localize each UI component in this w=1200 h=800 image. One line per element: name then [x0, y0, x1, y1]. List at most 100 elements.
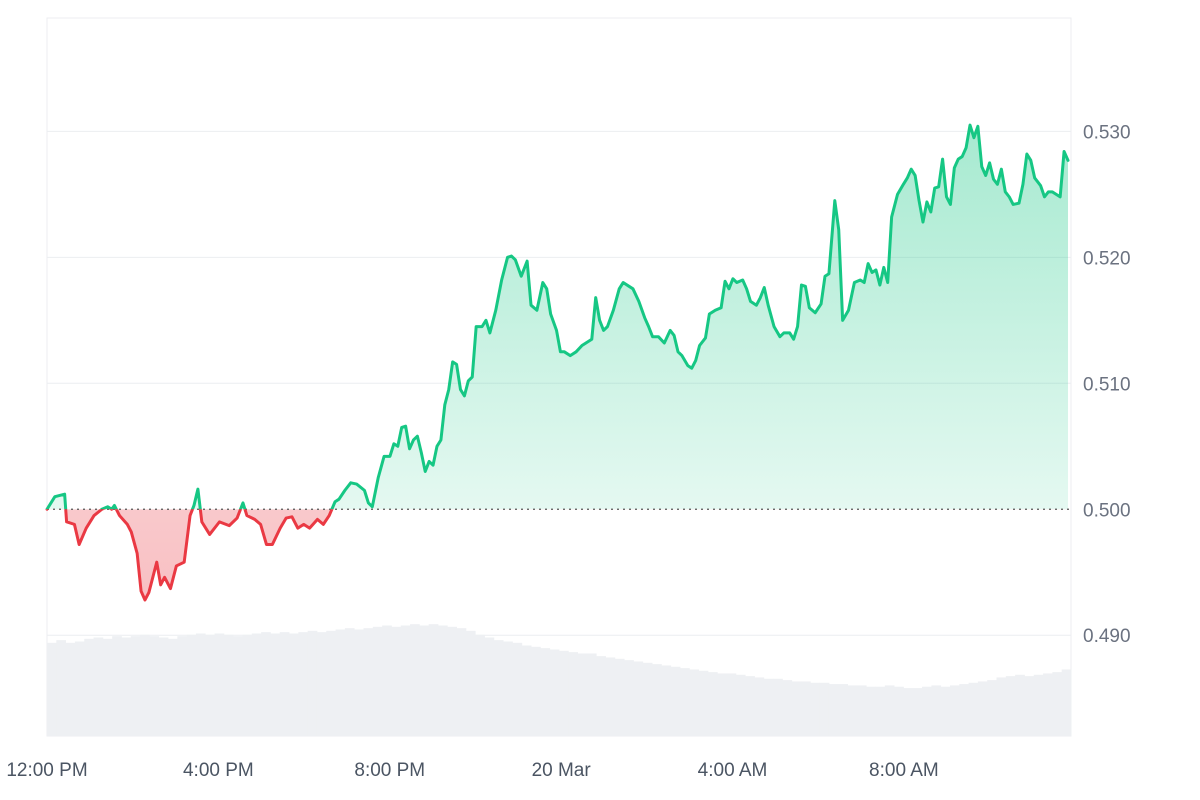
volume-bar [493, 640, 504, 736]
volume-bar [428, 624, 439, 736]
volume-bar [949, 685, 960, 736]
volume-bar [884, 685, 895, 736]
volume-bar [140, 634, 150, 736]
y-tick-label: 0.510 [1083, 374, 1131, 395]
volume-bar [763, 678, 774, 736]
volume-bar [195, 633, 206, 736]
volume-bar [475, 634, 485, 736]
volume-bar [596, 656, 606, 736]
volume-bar [642, 662, 653, 736]
volume-bar [996, 677, 1007, 736]
x-axis-ticks: 12:00 PM 4:00 PM 8:00 PM 20 Mar 4:00 AM 8:00 … [6, 760, 938, 781]
x-tick-label: 8:00 AM [869, 760, 939, 781]
volume-bars [47, 624, 1072, 736]
x-tick-label: 4:00 AM [698, 760, 768, 781]
volume-bar [931, 685, 942, 736]
volume-bar [1043, 673, 1053, 736]
volume-bar [661, 665, 672, 736]
volume-bar [84, 638, 94, 736]
volume-bar [391, 626, 402, 736]
volume-bar [484, 637, 495, 736]
volume-bar [503, 641, 513, 736]
volume-bar [149, 636, 160, 736]
volume-bar [233, 636, 243, 736]
volume-bar [168, 638, 178, 736]
volume-bar [847, 685, 858, 736]
volume-bar [959, 684, 969, 736]
volume-bar [56, 640, 67, 736]
volume-bar [112, 636, 122, 736]
volume-bar [922, 686, 932, 736]
volume-bar [177, 636, 188, 736]
x-tick-label: 8:00 PM [354, 760, 425, 781]
volume-bar [335, 629, 346, 736]
volume-bar [940, 686, 951, 736]
price-line-up [45, 123, 1070, 510]
volume-bar [47, 642, 57, 736]
volume-bar [121, 637, 132, 736]
volume-bar [270, 633, 281, 736]
volume-bar [1061, 669, 1072, 736]
volume-bar [74, 641, 85, 736]
volume-bar [344, 628, 355, 736]
volume-bar [680, 668, 690, 736]
volume-bar [437, 625, 448, 736]
volume-bar [289, 633, 299, 736]
volume-bar [782, 680, 793, 736]
volume-bar [717, 673, 727, 736]
volume-bar [400, 625, 411, 736]
volume-bar [614, 658, 625, 736]
volume-bar [130, 636, 141, 736]
volume-bar [261, 632, 271, 736]
volume-bar [531, 646, 541, 736]
price-line-down [45, 509, 334, 602]
volume-bar [605, 657, 616, 736]
volume-bar [1052, 672, 1063, 736]
volume-bar [223, 634, 234, 736]
volume-bar [1015, 674, 1025, 736]
volume-bar [521, 645, 532, 736]
x-tick-label: 12:00 PM [6, 760, 87, 781]
y-axis-ticks: 0.530 0.520 0.510 0.500 0.490 [1083, 122, 1131, 647]
volume-bar [735, 674, 746, 736]
volume-bar [456, 628, 467, 736]
y-tick-label: 0.500 [1083, 500, 1131, 521]
volume-bar [447, 626, 457, 736]
volume-bar [633, 661, 644, 736]
volume-bar [465, 630, 476, 736]
volume-bar [903, 688, 914, 736]
volume-bar [875, 686, 886, 736]
volume-bar [65, 642, 76, 736]
volume-bar [549, 649, 560, 736]
volume-bar [968, 682, 979, 736]
y-tick-label: 0.490 [1083, 626, 1131, 647]
volume-bar [316, 632, 327, 736]
volume-bar [773, 678, 783, 736]
volume-bar [745, 676, 755, 736]
volume-bar [382, 625, 392, 736]
volume-bar [698, 670, 709, 736]
volume-bar [251, 633, 262, 736]
volume-bar [652, 664, 662, 736]
volume-bar [214, 633, 225, 736]
y-tick-label: 0.520 [1083, 248, 1131, 269]
volume-bar [801, 681, 811, 736]
y-tick-label: 0.530 [1083, 122, 1131, 143]
x-tick-label: 20 Mar [532, 760, 592, 781]
volume-bar [856, 685, 867, 736]
volume-bar [158, 637, 169, 736]
volume-bar [1033, 674, 1044, 736]
area-fill-above [47, 125, 1068, 510]
volume-bar [186, 634, 197, 736]
x-tick-label: 4:00 PM [183, 760, 254, 781]
volume-bar [866, 686, 876, 736]
volume-bar [1024, 676, 1035, 736]
volume-bar [912, 688, 923, 736]
volume-bar [326, 630, 336, 736]
volume-bar [307, 630, 318, 736]
volume-bar [298, 632, 309, 736]
volume-bar [242, 634, 253, 736]
volume-bar [354, 629, 364, 736]
volume-bar [102, 638, 113, 736]
